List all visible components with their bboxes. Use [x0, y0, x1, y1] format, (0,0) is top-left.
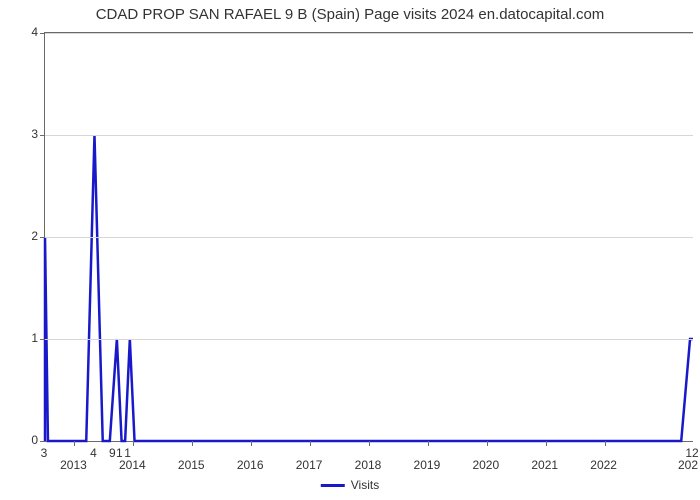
x-tick-label: 2015 [178, 458, 205, 472]
value-label: 4 [90, 446, 97, 460]
x-tick-label: 2016 [237, 458, 264, 472]
value-label: 9 [109, 446, 116, 460]
x-tick-mark [605, 441, 606, 446]
value-label: 1 [124, 446, 131, 460]
value-label: 3 [41, 446, 48, 460]
x-tick-label: 2017 [296, 458, 323, 472]
value-label: 12 [685, 446, 698, 460]
x-tick-label: 2021 [531, 458, 558, 472]
x-tick-label: 2013 [60, 458, 87, 472]
y-tick-label: 1 [20, 331, 38, 345]
x-tick-mark [546, 441, 547, 446]
y-tick-label: 3 [20, 127, 38, 141]
legend-label: Visits [351, 478, 379, 492]
y-tick-mark [40, 33, 45, 34]
x-tick-mark [310, 441, 311, 446]
grid-line [45, 339, 693, 340]
x-tick-mark [251, 441, 252, 446]
grid-line [45, 33, 693, 34]
y-tick-mark [40, 441, 45, 442]
plot-area [44, 32, 693, 442]
value-label: 1 [116, 446, 123, 460]
legend-swatch [321, 484, 345, 487]
x-tick-mark [74, 441, 75, 446]
grid-line [45, 135, 693, 136]
legend: Visits [321, 478, 379, 492]
x-tick-mark [133, 441, 134, 446]
x-tick-mark [369, 441, 370, 446]
y-tick-mark [40, 237, 45, 238]
x-tick-mark [192, 441, 193, 446]
y-tick-label: 2 [20, 229, 38, 243]
y-tick-label: 4 [20, 25, 38, 39]
x-tick-mark [487, 441, 488, 446]
x-tick-label: 2018 [355, 458, 382, 472]
y-tick-label: 0 [20, 433, 38, 447]
y-tick-mark [40, 135, 45, 136]
y-tick-mark [40, 339, 45, 340]
x-tick-mark [428, 441, 429, 446]
grid-line [45, 237, 693, 238]
x-tick-label: 2020 [472, 458, 499, 472]
x-tick-label: 2019 [414, 458, 441, 472]
chart-title: CDAD PROP SAN RAFAEL 9 B (Spain) Page vi… [0, 0, 700, 23]
x-tick-label: 2022 [590, 458, 617, 472]
